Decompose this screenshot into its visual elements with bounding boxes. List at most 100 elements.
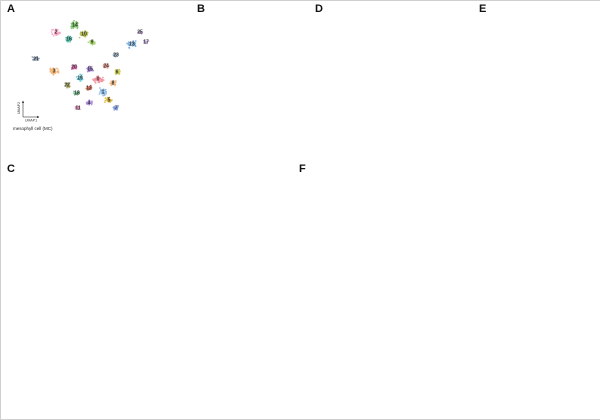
umap-dot	[67, 35, 70, 38]
umap-dot	[126, 42, 128, 45]
umap-cluster-label: 8	[112, 81, 115, 87]
umap-dot	[84, 31, 87, 34]
umap-dot	[31, 56, 34, 58]
umap-dot	[97, 81, 100, 83]
umap-dot	[101, 89, 104, 92]
umap-cluster-label: 14	[72, 23, 78, 29]
umap-dot	[145, 41, 148, 44]
umap-dot	[87, 41, 90, 44]
umap-dot	[127, 41, 130, 44]
umap-dot	[118, 69, 121, 71]
umap-dot	[32, 58, 34, 61]
umap-dot	[52, 28, 55, 31]
umap-dot	[54, 33, 56, 35]
umap-dot	[128, 47, 131, 49]
umap-dot	[87, 88, 90, 91]
umap-dot	[102, 94, 105, 97]
umap-dot	[89, 102, 91, 105]
umap-dot	[76, 105, 79, 108]
umap-dot	[100, 79, 103, 81]
umap-dot	[86, 33, 88, 36]
umap-dot	[102, 79, 105, 81]
umap-dot	[106, 63, 109, 65]
umap-cluster-label: 1	[102, 90, 105, 96]
panel-label-e: E	[479, 3, 487, 15]
umap-dot	[97, 75, 100, 78]
umap-cluster-label: 6	[116, 70, 119, 76]
umap-dot	[106, 96, 109, 99]
umap-dot	[114, 81, 117, 84]
umap-dot	[114, 69, 117, 71]
umap-dot	[36, 56, 38, 58]
umap-dot	[117, 53, 119, 56]
umap-dot	[67, 83, 70, 86]
umap-dot	[65, 36, 67, 39]
umap-dot	[110, 99, 113, 102]
umap-dot	[86, 86, 89, 88]
umap-cluster-label: 3	[53, 69, 56, 75]
umap-dot	[75, 66, 78, 69]
umap-cluster-label: 19	[77, 76, 83, 82]
umap-dot	[65, 83, 68, 86]
umap-dot	[71, 67, 74, 70]
umap-dot	[108, 97, 111, 100]
umap-dot	[67, 39, 70, 42]
umap-dot	[87, 87, 90, 89]
legend-entry: mesophyll cell (MC)	[13, 125, 110, 132]
umap-dot	[73, 90, 75, 93]
umap-dot	[51, 33, 54, 35]
umap-dot	[112, 80, 115, 82]
umap-dot	[53, 69, 56, 72]
umap-dot	[92, 69, 95, 72]
umap-y-label: UMAP2	[17, 102, 21, 114]
umap-dot	[55, 28, 57, 31]
umap-dot	[52, 73, 55, 76]
umap-dot	[90, 87, 93, 89]
umap-dot	[94, 81, 97, 83]
umap-dot	[103, 92, 105, 94]
umap-dot	[76, 22, 79, 24]
umap-dot	[90, 67, 93, 69]
umap-dot	[78, 76, 81, 79]
umap-dot	[93, 77, 96, 80]
umap-dot	[99, 87, 101, 89]
umap-dot	[82, 34, 85, 37]
umap-dot	[116, 70, 118, 73]
umap-dot	[79, 80, 82, 82]
umap-cluster-label: 2	[55, 30, 58, 36]
umap-dot	[56, 68, 59, 70]
expression-chart	[481, 9, 597, 161]
umap-dot	[99, 77, 102, 80]
umap-dot	[90, 84, 92, 87]
pathway-diagram	[9, 173, 295, 415]
umap-dot	[69, 35, 71, 38]
umap-dot	[134, 40, 137, 42]
umap-dot	[74, 106, 77, 108]
umap-dot	[69, 40, 71, 43]
umap-dot	[131, 44, 134, 47]
legend-label: mesophyll cell (MC)	[13, 126, 53, 132]
umap-dot	[79, 73, 81, 76]
umap-cluster-label: 0	[97, 77, 100, 83]
umap-cluster-label: 17	[143, 40, 149, 46]
umap-dot	[73, 93, 76, 96]
umap-cluster-label: 5	[108, 98, 111, 104]
umap-dot	[105, 92, 107, 95]
umap-dot	[116, 106, 119, 109]
umap-dot	[70, 22, 73, 25]
panel-label-d: D	[315, 3, 323, 15]
umap-cluster-label: 11	[75, 106, 81, 112]
umap-cluster-label: 9	[91, 40, 94, 46]
umap-dot	[80, 31, 83, 34]
umap-dot	[59, 31, 61, 34]
umap-dot	[91, 102, 93, 104]
umap-dot	[49, 70, 52, 73]
umap-dot	[55, 67, 58, 70]
umap-dot	[91, 42, 94, 45]
umap-dot	[134, 44, 137, 47]
umap-legend: mesophyll cell (MC)	[13, 125, 197, 162]
umap-cluster-label: 24	[103, 64, 109, 70]
panel-label-b: B	[197, 3, 205, 15]
umap-cluster-label: 10	[81, 32, 87, 38]
